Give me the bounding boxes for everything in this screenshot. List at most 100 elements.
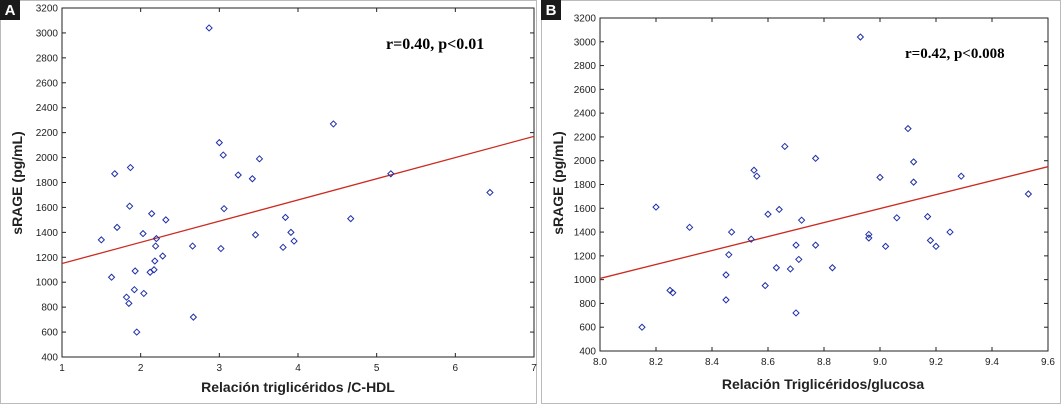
- data-point: [750, 166, 758, 174]
- data-point: [904, 124, 912, 133]
- x-tick-label: 9.0: [873, 357, 887, 368]
- data-point: [946, 228, 954, 236]
- data-point: [248, 175, 257, 183]
- data-point: [893, 214, 901, 222]
- y-tick-label: 1600: [574, 204, 597, 215]
- data-point: [125, 299, 133, 308]
- x-tick-label: 8.8: [817, 357, 831, 368]
- data-point: [652, 203, 660, 211]
- data-point: [876, 173, 884, 182]
- x-tick-label: 7: [531, 363, 537, 374]
- panel-badge-label: A: [5, 2, 16, 19]
- panel-frame: [0, 0, 537, 404]
- y-tick-label: 3000: [36, 28, 59, 39]
- y-tick-label: 2200: [36, 128, 59, 139]
- y-tick-label: 2800: [574, 61, 597, 72]
- x-tick-label: 2: [138, 363, 144, 374]
- y-tick-label: 2600: [36, 78, 59, 89]
- data-point: [753, 172, 761, 180]
- y-tick-label: 2000: [574, 156, 597, 167]
- data-point: [923, 212, 932, 221]
- y-tick-label: 400: [41, 353, 58, 364]
- y-tick-label: 2400: [36, 103, 59, 114]
- data-point: [909, 178, 918, 186]
- panel-frame: [541, 0, 1061, 404]
- data-point: [151, 242, 160, 250]
- y-tick-label: 1800: [36, 178, 59, 189]
- data-point: [113, 223, 121, 232]
- x-tick-label: 5: [374, 363, 380, 374]
- y-tick-label: 600: [579, 323, 596, 334]
- data-point: [151, 257, 159, 265]
- data-point: [189, 313, 198, 321]
- y-tick-label: 1200: [36, 253, 59, 264]
- data-point: [797, 216, 806, 224]
- y-tick-label: 1600: [36, 203, 59, 214]
- data-point: [346, 214, 355, 223]
- data-point: [781, 142, 789, 151]
- data-point: [792, 309, 800, 317]
- data-point: [786, 265, 795, 273]
- data-point: [957, 172, 965, 180]
- data-point: [761, 281, 769, 290]
- x-axis-title: Relación triglicéridos /C-HDL: [201, 379, 395, 395]
- data-point: [811, 154, 820, 163]
- data-point: [329, 120, 338, 128]
- y-tick-label: 1400: [574, 228, 597, 239]
- regression-line: [600, 166, 1048, 280]
- data-point: [279, 243, 287, 252]
- data-point: [725, 250, 733, 259]
- data-point: [126, 163, 135, 172]
- y-tick-label: 800: [579, 299, 596, 310]
- data-point: [150, 266, 158, 274]
- y-tick-label: 3200: [574, 14, 597, 25]
- data-point: [669, 289, 677, 297]
- data-point: [856, 33, 865, 41]
- y-tick-label: 2200: [574, 132, 597, 143]
- data-point: [205, 24, 213, 32]
- data-point: [215, 138, 224, 147]
- data-point: [219, 151, 227, 159]
- panel-badge-background: [0, 0, 20, 20]
- y-tick-label: 1000: [574, 275, 597, 286]
- panel-badge-label: B: [546, 2, 557, 19]
- panel-badge-background: [541, 0, 561, 20]
- x-tick-label: 3: [217, 363, 223, 374]
- data-point: [764, 210, 772, 218]
- y-tick-label: 1200: [574, 251, 597, 262]
- y-axis-title: sRAGE (pg/mL): [9, 131, 25, 234]
- data-point: [287, 228, 295, 237]
- y-tick-label: 2000: [36, 153, 59, 164]
- y-tick-label: 2600: [574, 85, 597, 96]
- x-tick-label: 8.6: [761, 357, 775, 368]
- y-tick-label: 800: [41, 303, 58, 314]
- data-point: [140, 289, 148, 298]
- data-point: [158, 252, 167, 260]
- data-point: [865, 230, 873, 239]
- data-point: [110, 170, 119, 178]
- x-tick-label: 8.4: [705, 357, 719, 368]
- y-tick-label: 1000: [36, 278, 59, 289]
- data-point: [727, 228, 736, 236]
- x-axis-title: Relación Triglicéridos/glucosa: [722, 376, 924, 392]
- x-tick-label: 4: [295, 363, 301, 374]
- chart-panel-a: A400600800100012001400160018002000220024…: [0, 0, 537, 404]
- data-point: [387, 170, 395, 178]
- correlation-annotation: r=0.40, p<0.01: [386, 36, 484, 53]
- data-point: [811, 241, 820, 249]
- data-point: [107, 273, 116, 281]
- y-tick-label: 600: [41, 328, 58, 339]
- data-point: [130, 285, 139, 294]
- data-point: [722, 271, 730, 279]
- data-point: [220, 204, 228, 213]
- data-point: [932, 242, 940, 251]
- data-point: [772, 264, 781, 272]
- data-point: [792, 241, 800, 249]
- y-tick-label: 1800: [574, 180, 597, 191]
- x-tick-label: 6: [453, 363, 459, 374]
- data-point: [147, 209, 156, 218]
- data-point: [234, 171, 242, 179]
- data-point: [125, 202, 134, 210]
- data-point: [881, 242, 890, 251]
